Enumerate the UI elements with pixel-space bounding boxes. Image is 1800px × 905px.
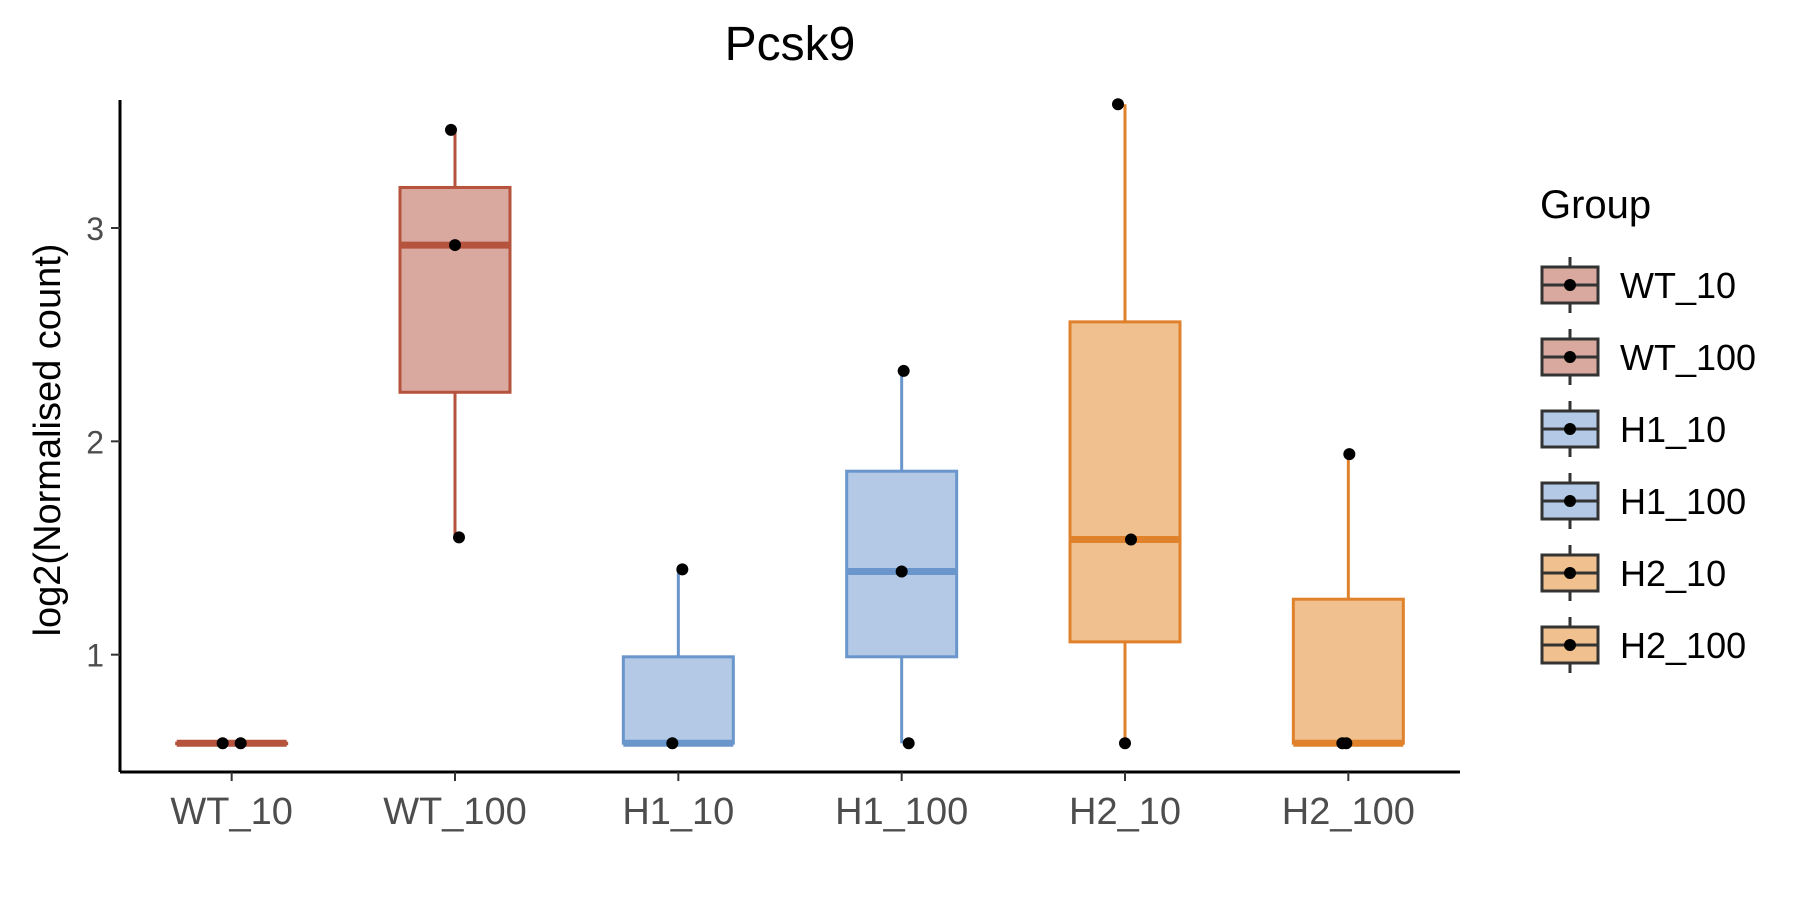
box-h2-10	[1068, 98, 1182, 750]
legend-item-h2-10: H2_10	[1540, 545, 1726, 601]
x-tick-label: H1_10	[622, 791, 734, 833]
data-point	[449, 239, 461, 252]
data-point	[897, 364, 910, 377]
legend-title: Group	[1540, 183, 1651, 227]
legend-label: H2_100	[1620, 625, 1746, 666]
data-point	[902, 737, 915, 750]
legend: WT_10 WT_100 H1_10 H1_100 H2_10 H2_100	[1540, 257, 1756, 673]
legend-item-wt-10: WT_10	[1540, 257, 1736, 313]
data-point	[216, 737, 229, 750]
legend-item-h1-100: H1_100	[1540, 473, 1746, 529]
legend-item-wt-100: WT_100	[1540, 329, 1756, 385]
chart-title: Pcsk9	[725, 18, 856, 71]
legend-key-point	[1564, 495, 1576, 507]
box-iqr	[621, 655, 735, 745]
box-wt-10	[175, 737, 289, 750]
legend-key-point	[1564, 279, 1576, 291]
x-tick-label: WT_100	[383, 791, 527, 833]
x-tick-label: H1_100	[835, 791, 968, 833]
box-h2-100	[1291, 448, 1405, 750]
y-tick-label: 2	[86, 424, 104, 460]
legend-label: H1_10	[1620, 409, 1726, 450]
legend-label: H2_10	[1620, 553, 1726, 594]
data-point	[1343, 448, 1356, 461]
data-point	[234, 737, 247, 750]
box-iqr	[1291, 597, 1405, 745]
x-tick-label: WT_10	[170, 791, 292, 833]
box-iqr	[398, 185, 512, 394]
y-tick-label: 3	[86, 211, 104, 247]
data-point	[453, 531, 465, 544]
legend-label: WT_10	[1620, 265, 1736, 306]
legend-label: H1_100	[1620, 481, 1746, 522]
legend-key-point	[1564, 423, 1576, 435]
data-point	[1112, 98, 1124, 111]
box-h1-10	[621, 563, 735, 750]
legend-key-point	[1564, 567, 1576, 579]
box-iqr	[845, 469, 959, 659]
data-point	[676, 563, 689, 576]
legend-item-h1-10: H1_10	[1540, 401, 1726, 457]
legend-label: WT_100	[1620, 337, 1756, 378]
plot-area: 1 2 3 WT_10 WT_100 H1_10 H1_100 H2_10 H2_100	[86, 98, 1460, 833]
legend-key-point	[1564, 351, 1576, 363]
box-wt-100	[398, 123, 512, 544]
legend-key-point	[1564, 639, 1576, 651]
x-tick-label: H2_10	[1069, 791, 1181, 833]
data-point	[895, 565, 908, 578]
data-point	[666, 737, 679, 750]
box-iqr	[1068, 320, 1182, 644]
x-tick-label: H2_100	[1282, 791, 1415, 833]
data-point	[1340, 737, 1353, 750]
legend-item-h2-100: H2_100	[1540, 617, 1746, 673]
y-tick-label: 1	[86, 638, 104, 674]
data-point	[1119, 737, 1131, 750]
y-axis-label: log2(Normalised count)	[27, 244, 69, 637]
data-point	[1125, 533, 1137, 546]
data-point	[445, 123, 457, 136]
box-h1-100	[845, 364, 959, 750]
